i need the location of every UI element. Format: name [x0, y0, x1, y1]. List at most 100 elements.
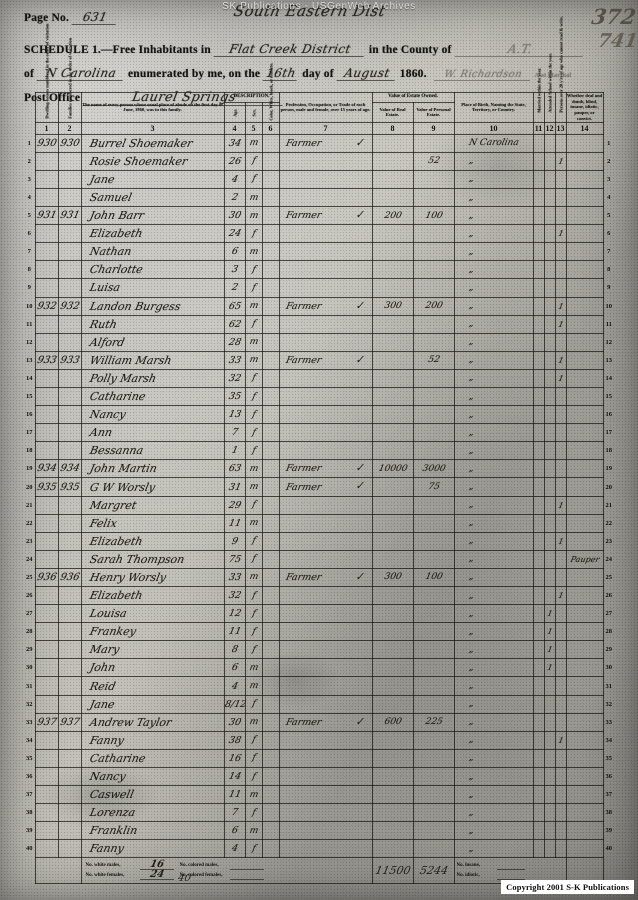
cell-birthplace-value: „	[467, 482, 475, 492]
row-number-left: 39	[26, 827, 33, 835]
cell-personal-estate	[412, 839, 455, 859]
cell-name: Elizabeth	[80, 224, 225, 244]
cell-defect	[565, 206, 604, 226]
footer-counts-right: No. insane, No. idiotic,	[453, 857, 567, 885]
cell-sex: f	[244, 278, 263, 298]
cell-defect-value: Pauper	[569, 554, 600, 564]
cell-birthplace-value: „	[467, 409, 475, 420]
cell-real-estate	[371, 839, 414, 859]
col-header-personal-estate: Value of Personal Estate.	[412, 102, 455, 123]
cell-sex-value: m	[248, 210, 259, 221]
cell-defect	[565, 368, 604, 388]
cell-occupation: Farmer ✓	[278, 712, 373, 732]
cell-real-estate	[371, 766, 414, 787]
cell-age: 35	[223, 386, 246, 407]
cell-birthplace-value: „	[467, 373, 475, 384]
cell-dwelling	[34, 441, 59, 461]
corner-stamp-number-2: 741	[596, 30, 638, 52]
cell-name-value: Charlotte	[88, 263, 144, 277]
cell-birthplace-value: „	[467, 590, 475, 601]
table-row: 29 Mary 8 f „ 1 29	[24, 640, 614, 660]
cell-defect	[565, 604, 604, 624]
cell-married	[532, 368, 545, 388]
cell-illiterate-value: 1	[557, 229, 565, 239]
cell-age: 6	[223, 242, 246, 262]
cell-birthplace-value: „	[467, 536, 475, 547]
cell-family	[57, 441, 82, 461]
cell-school: 1	[543, 604, 556, 624]
row-number-left: 14	[26, 374, 33, 382]
cell-name: John Barr	[80, 206, 225, 226]
cell-real-estate	[371, 260, 414, 280]
cell-dwelling	[34, 839, 59, 859]
cell-birthplace: „	[453, 368, 534, 388]
cell-married	[532, 622, 545, 642]
cell-name: Charlotte	[80, 260, 225, 280]
cell-married	[532, 495, 545, 515]
row-number-right: 20	[605, 483, 613, 491]
cell-married	[532, 314, 545, 334]
cell-illiterate: 1	[554, 314, 567, 334]
cell-personal-estate	[412, 441, 455, 461]
cell-sex: f	[244, 405, 263, 425]
cell-sex: m	[244, 242, 263, 262]
row-number-left: 31	[26, 682, 33, 690]
cell-dwelling	[34, 676, 59, 696]
cell-defect	[565, 694, 604, 714]
cell-school: 1	[543, 658, 556, 678]
footer-total-value: 40	[176, 873, 192, 885]
cell-personal-estate	[412, 640, 455, 660]
footer-real-total-cell: 11500	[371, 857, 414, 885]
cell-real-estate-value: 600	[382, 717, 403, 728]
cell-school	[543, 586, 556, 606]
cell-family-value: 933	[58, 354, 81, 366]
cell-name: Margret	[80, 495, 225, 515]
cell-family	[57, 332, 82, 352]
table-row: 10 932 932 Landon Burgess 65 m Farmer ✓ 300 200 „ 1…	[24, 296, 614, 316]
cell-age: 33	[223, 350, 246, 370]
cell-personal-estate	[412, 694, 455, 714]
cell-real-estate	[371, 169, 414, 189]
cell-school	[543, 803, 556, 823]
col-header-defects: Whether deaf and dumb, blind, insane, id…	[565, 92, 604, 123]
cell-family: 936	[57, 567, 82, 588]
cell-personal-estate: 3000	[412, 459, 455, 479]
cell-age-value: 24	[227, 228, 242, 240]
cell-dwelling	[34, 495, 59, 515]
cell-dwelling	[34, 423, 59, 443]
footer-real-total: 11500	[373, 864, 412, 878]
cell-age: 7	[223, 803, 246, 823]
cell-age: 75	[223, 549, 246, 569]
cell-birthplace-value: „	[467, 771, 475, 782]
row-number-left: 37	[26, 791, 33, 799]
cell-name-value: Luisa	[88, 281, 122, 295]
cell-dwelling: 934	[34, 459, 59, 479]
cell-personal-estate-value: 3000	[420, 463, 447, 474]
cell-occupation	[278, 730, 373, 750]
cell-name-value: Catharine	[88, 751, 147, 765]
cell-defect	[565, 151, 604, 171]
cell-birthplace-value: „	[467, 156, 475, 167]
cell-family	[57, 242, 82, 262]
cell-personal-estate	[412, 586, 455, 606]
row-number-right: 16	[605, 411, 613, 419]
row-number-right: 13	[605, 356, 613, 364]
cell-defect	[565, 242, 604, 262]
cell-family	[57, 676, 82, 696]
row-number-left: 21	[26, 501, 33, 509]
cell-married	[532, 459, 545, 479]
cell-married	[532, 839, 545, 859]
cell-age: 32	[223, 368, 246, 388]
cell-illiterate	[554, 658, 567, 678]
page-number-label: Page No.	[24, 12, 70, 24]
cell-illiterate	[554, 839, 567, 859]
cell-married	[532, 278, 545, 298]
cell-birthplace: „	[453, 748, 534, 768]
cell-married	[532, 151, 545, 171]
cell-birthplace-value: „	[467, 228, 475, 239]
colnum-4: 4	[223, 121, 246, 135]
cell-occupation	[278, 803, 373, 823]
cell-age-value: 6	[230, 246, 239, 258]
cell-color	[261, 296, 280, 316]
cell-occupation	[278, 531, 373, 551]
